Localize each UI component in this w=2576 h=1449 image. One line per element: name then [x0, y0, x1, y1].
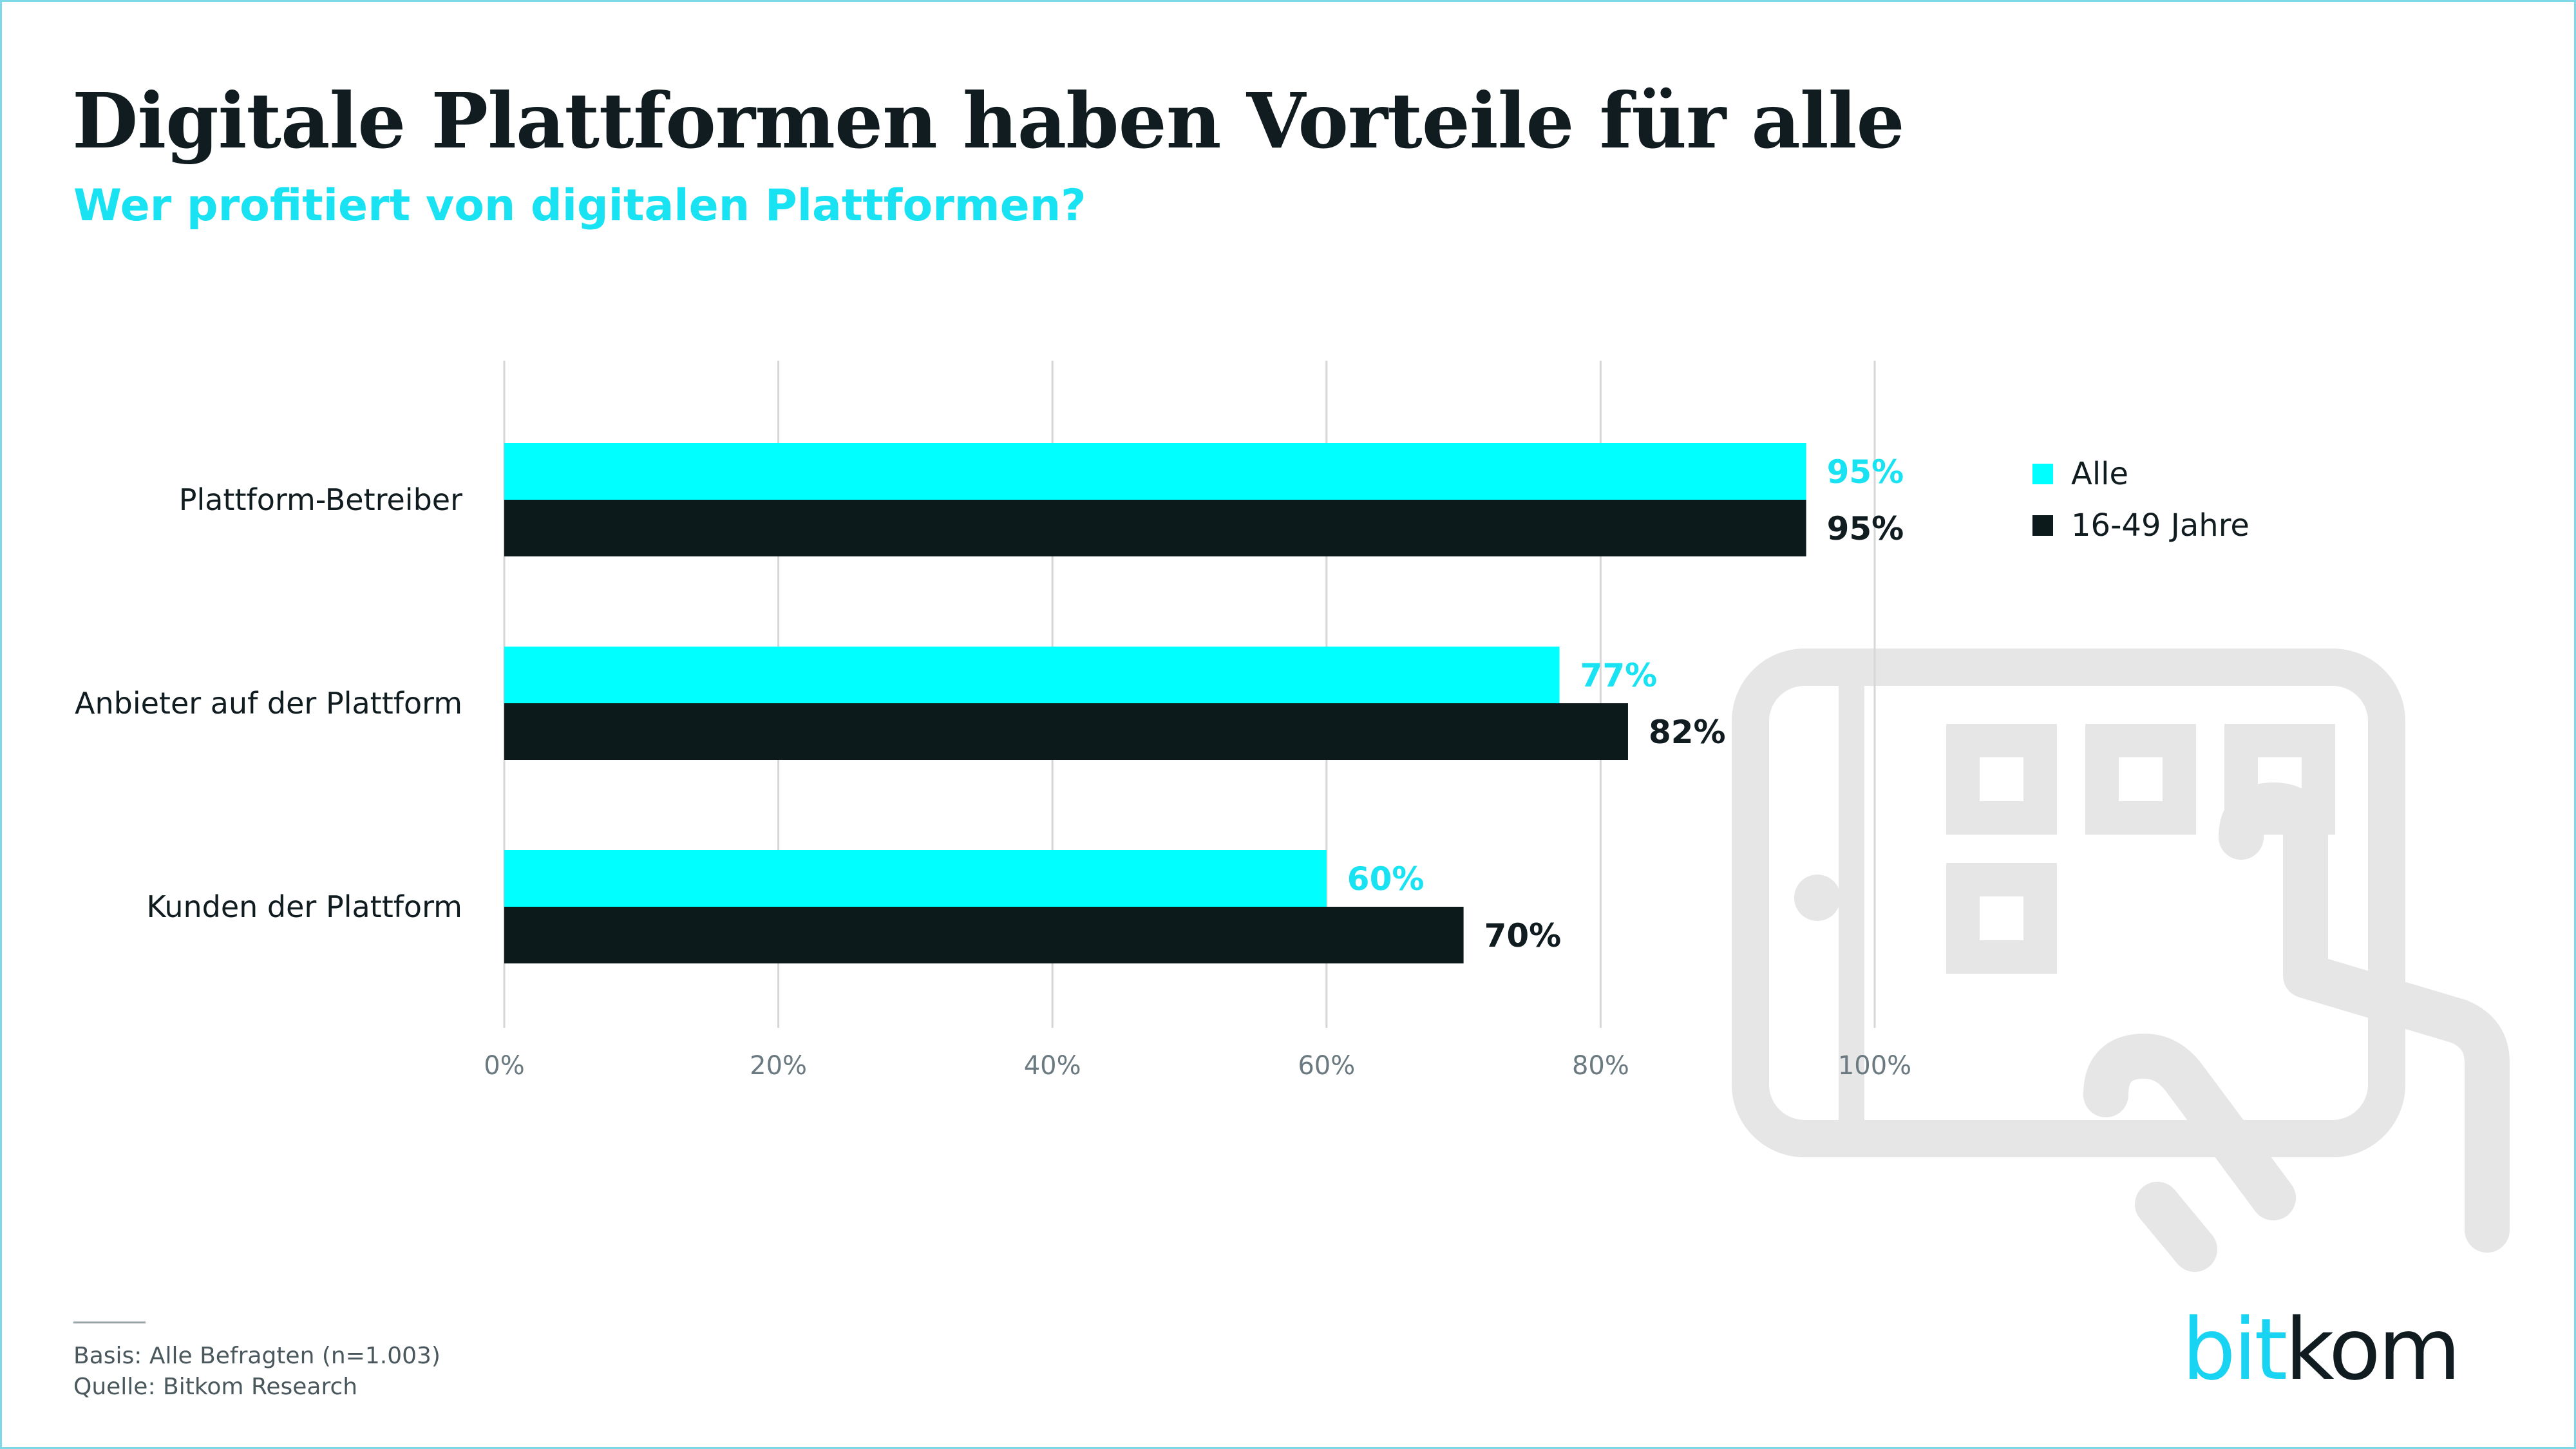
legend-swatch [2032, 464, 2053, 484]
bars [504, 443, 1806, 963]
bar-alle [504, 647, 1560, 703]
value-label: 95% [1827, 510, 1904, 547]
category-labels: Plattform-Betreiber Anbieter auf der Plat… [75, 482, 462, 924]
x-tick-label-60: 60% [1298, 1051, 1355, 1081]
legend-label: Alle [2071, 456, 2128, 492]
touching-hand [2083, 782, 2510, 1272]
legend-swatch [2032, 515, 2053, 536]
value-label: 77% [1580, 657, 1658, 694]
footer-divider [73, 1321, 146, 1323]
bitkom-logo: bitkom [2182, 1307, 2461, 1392]
bar-alle [504, 850, 1327, 907]
value-label: 95% [1827, 453, 1904, 491]
footer-notes: Basis: Alle Befragten (n=1.003) Quelle: … [73, 1341, 440, 1403]
footer-basis: Basis: Alle Befragten (n=1.003) [73, 1343, 440, 1369]
logo-part-bit: bit [2182, 1300, 2287, 1399]
footer-source: Quelle: Bitkom Research [73, 1374, 358, 1400]
logo-part-kom: kom [2285, 1300, 2461, 1399]
category-label: Kunden der Plattform [146, 889, 462, 924]
tile-4 [1946, 863, 2057, 974]
x-tick-label-0: 0% [484, 1051, 524, 1081]
value-label: 82% [1649, 714, 1726, 751]
tablet-outline [1732, 649, 2405, 1157]
tablet-home-button [1794, 875, 1841, 921]
legend: Alle 16-49 Jahre [2032, 456, 2249, 544]
x-tick-label-100: 100% [1838, 1051, 1911, 1081]
chart-title: Digitale Plattformen haben Vorteile für … [72, 76, 1905, 166]
x-tick-label-40: 40% [1024, 1051, 1081, 1081]
bar-16-49-jahre [504, 907, 1464, 963]
x-tick-label-20: 20% [750, 1051, 807, 1081]
category-label: Anbieter auf der Plattform [75, 686, 462, 721]
bar-16-49-jahre [504, 703, 1628, 760]
tablet-touch-icon [1732, 649, 2510, 1272]
value-label: 60% [1347, 860, 1425, 898]
tile-1 [1946, 724, 2057, 835]
legend-label: 16-49 Jahre [2071, 507, 2249, 544]
tile-2 [2085, 724, 2196, 835]
value-labels: 95% 95% 77% 82% 60% 70% [1347, 453, 1904, 954]
x-tick-label-80: 80% [1572, 1051, 1629, 1081]
chart-subtitle: Wer profitiert von digitalen Plattformen… [73, 180, 1086, 231]
bar-16-49-jahre [504, 500, 1806, 556]
x-axis: 0% 20% 40% 60% 80% 100% [484, 1051, 1911, 1081]
value-label: 70% [1484, 917, 1562, 954]
category-label: Plattform-Betreiber [179, 482, 462, 517]
bar-alle [504, 443, 1806, 500]
